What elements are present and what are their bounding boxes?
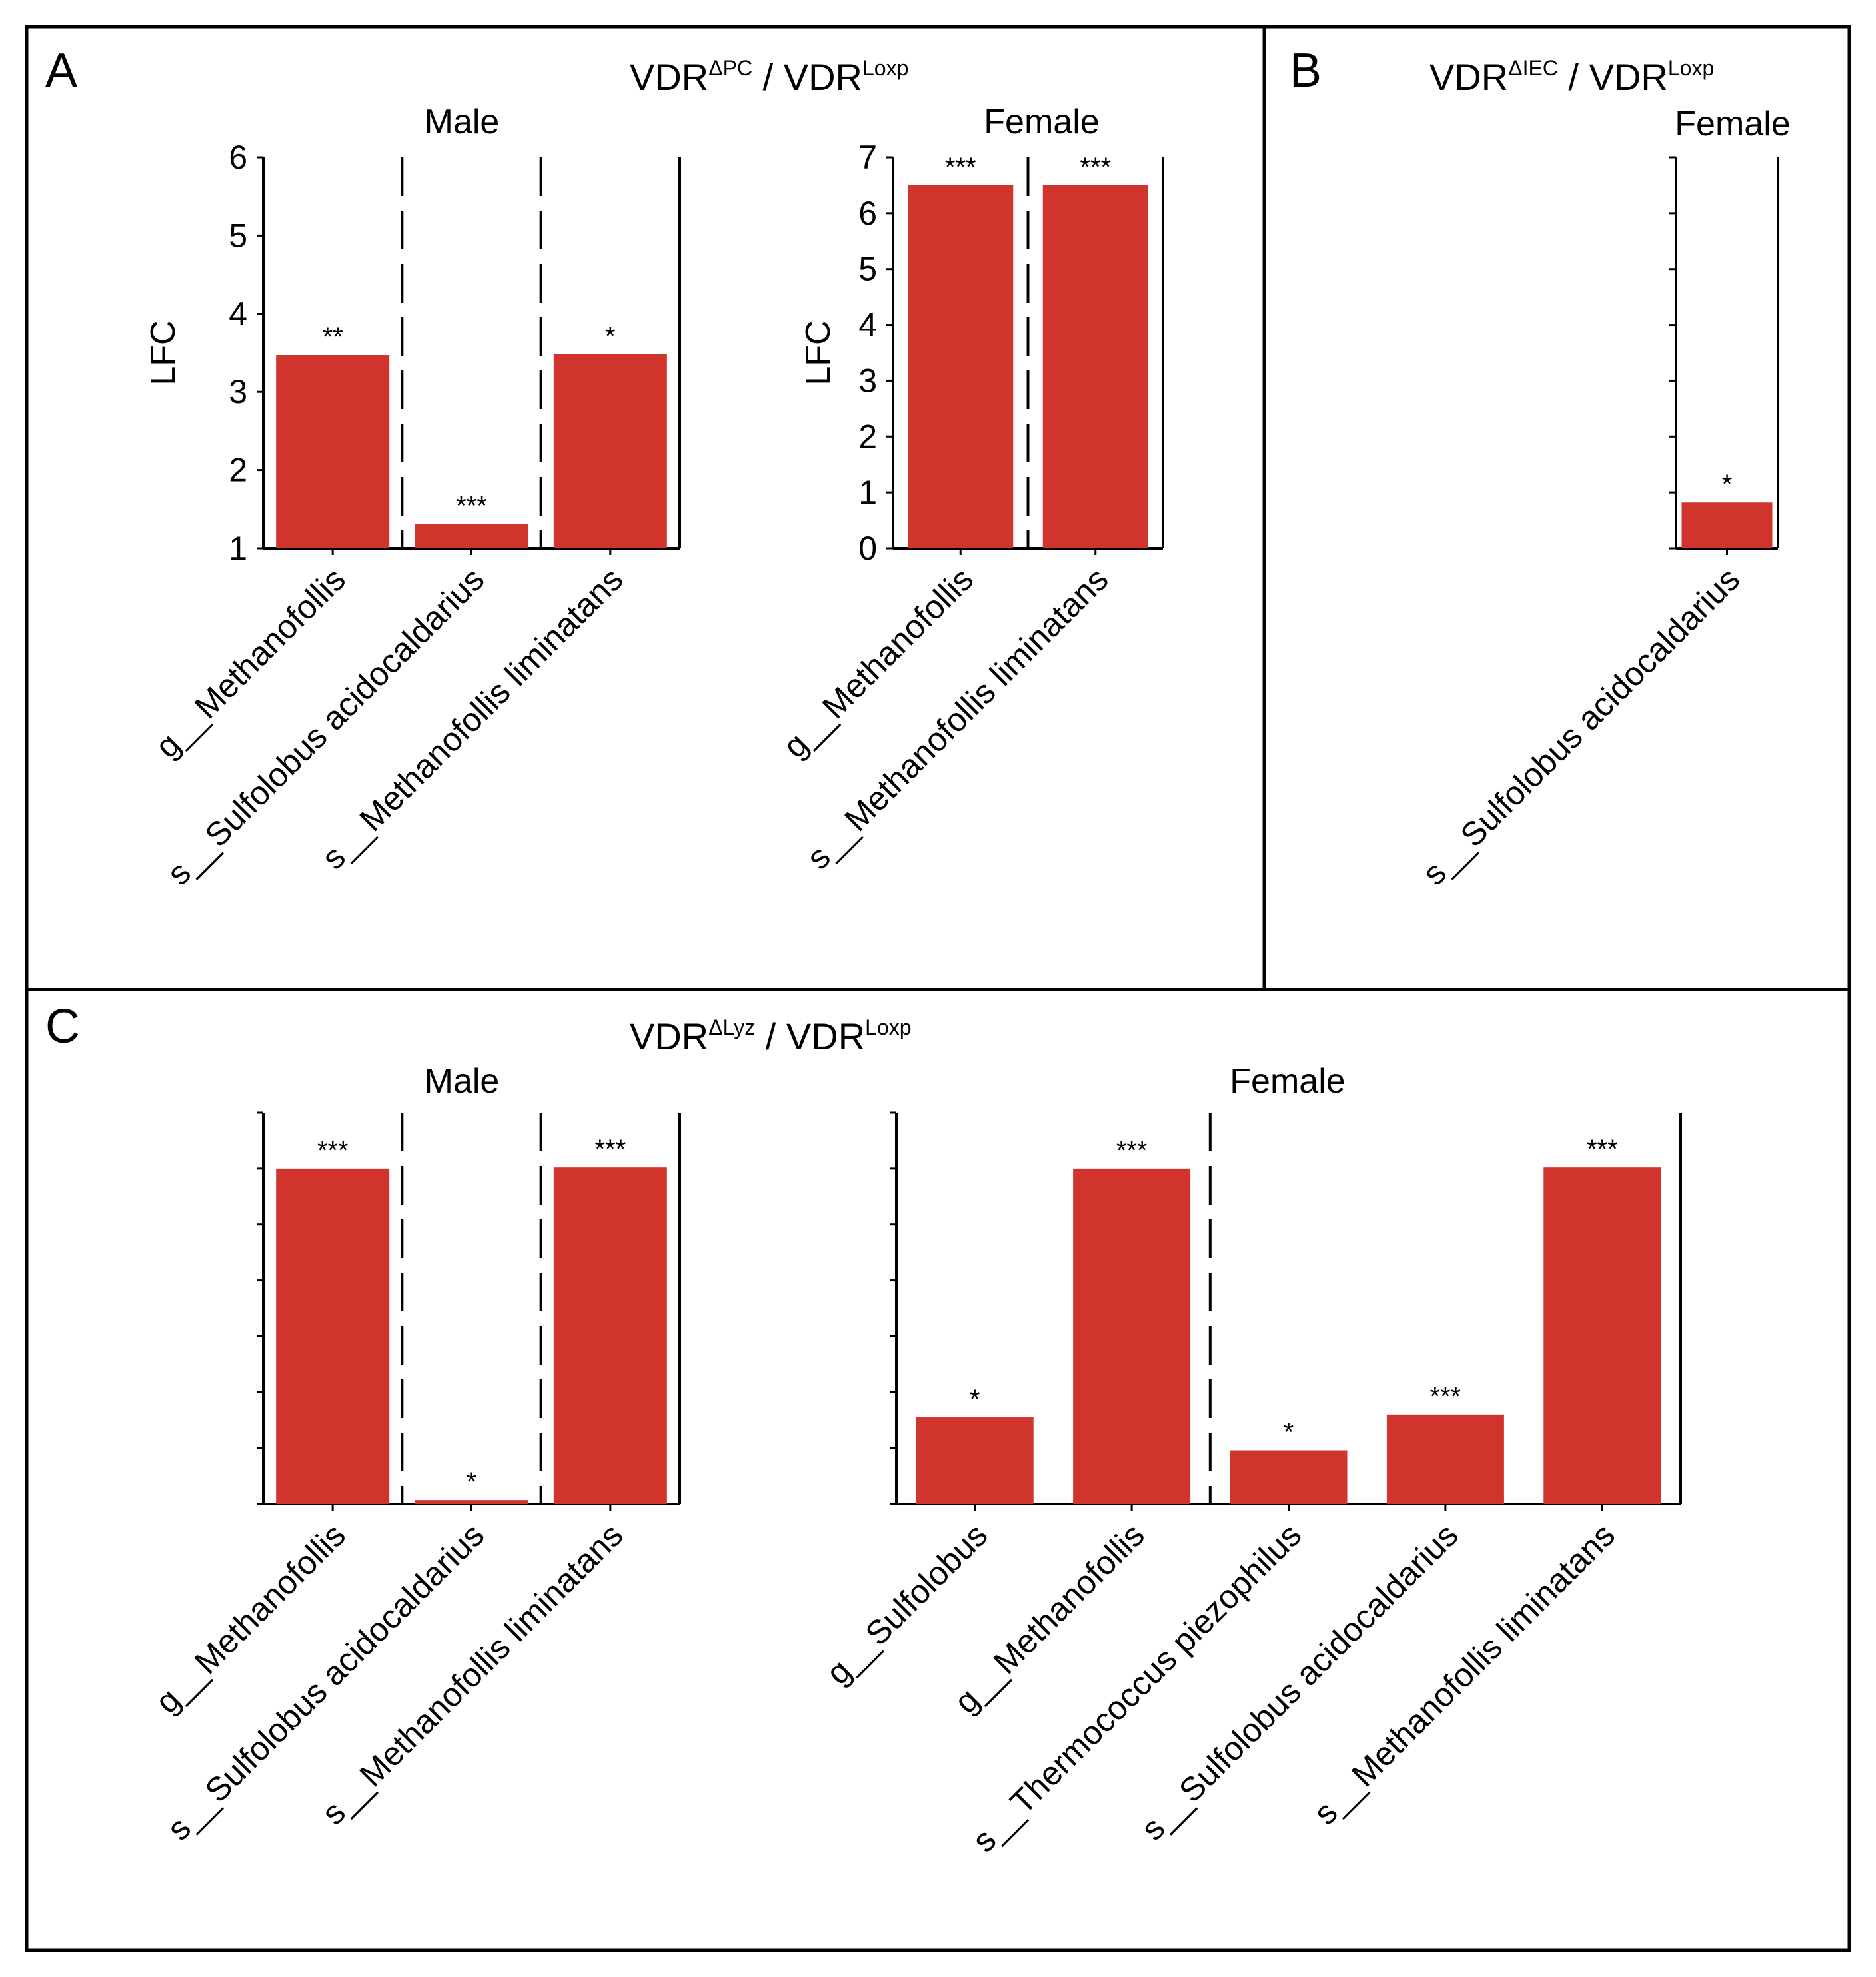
- panel-a-letter: A: [45, 44, 77, 97]
- panel-a-ko-sup: ΔPC: [708, 56, 752, 80]
- panel-a-sep: /: [752, 56, 784, 98]
- panel-b-ref-sup: Loxp: [1668, 56, 1714, 80]
- chart-c-male: Male***g__Methanofollis*s__Sulfolobus ac…: [148, 1062, 681, 1848]
- c-female-category-label: s__Sulfolobus acidocaldarius: [1134, 1516, 1465, 1848]
- c-male-category-label: s__Methanofollis liminatans: [315, 1516, 630, 1832]
- c-female-category-label: g__Sulfolobus: [819, 1516, 995, 1692]
- b-female-bar: [1681, 502, 1773, 548]
- c-female-category-label: s__Methanofollis liminatans: [1306, 1516, 1622, 1832]
- panel-c-ko-sup: ΔLyz: [708, 1015, 755, 1039]
- a-female-significance-label: ***: [945, 153, 976, 182]
- c-female-significance-label: *: [1284, 1417, 1294, 1447]
- a-female-y-tick-label: 2: [858, 418, 877, 455]
- a-female-title: Female: [984, 103, 1099, 141]
- c-male-bar: [553, 1167, 667, 1504]
- a-male-bar: [553, 354, 667, 548]
- b-female-category-label: s__Sulfolobus acidocaldarius: [1415, 560, 1747, 892]
- a-male-title: Male: [425, 103, 500, 141]
- chart-a-female: Female01234567LFC***g__Methanofollis***s…: [776, 103, 1164, 876]
- c-female-bar: [1230, 1450, 1348, 1504]
- panel-c-sep: /: [755, 1015, 786, 1057]
- a-male-y-tick-label: 4: [229, 295, 247, 332]
- c-male-significance-label: *: [467, 1467, 477, 1497]
- c-female-significance-label: *: [970, 1385, 980, 1414]
- c-female-bar: [1073, 1168, 1191, 1504]
- panel-c-header: VDRΔLyz / VDRLoxp: [630, 1015, 912, 1057]
- c-male-bar: [415, 1500, 528, 1504]
- a-female-y-tick-label: 0: [858, 530, 877, 567]
- a-female-bar: [908, 185, 1014, 548]
- a-male-y-tick-label: 6: [229, 139, 247, 176]
- panel-b-letter: B: [1290, 44, 1322, 97]
- a-male-y-tick-label: 1: [229, 530, 247, 567]
- a-male-significance-label: **: [323, 323, 343, 352]
- a-male-significance-label: *: [605, 322, 616, 351]
- a-female-y-tick-label: 4: [858, 307, 877, 344]
- c-male-bar: [276, 1168, 390, 1504]
- a-male-bar: [415, 524, 528, 548]
- b-female-significance-label: *: [1722, 470, 1733, 499]
- c-female-bar: [1386, 1414, 1504, 1504]
- panel-c-ko: VDR: [630, 1015, 708, 1057]
- chart-b-female: Female * s__Sulfolobus acidocaldarius: [1415, 105, 1791, 892]
- c-female-bar: [916, 1417, 1034, 1504]
- panel-b-ko-sup: ΔIEC: [1508, 56, 1558, 80]
- a-male-y-tick-label: 2: [229, 452, 247, 489]
- c-female-bar: [1543, 1167, 1661, 1504]
- panel-c-frame: [25, 988, 1851, 1952]
- panel-b-ko: VDR: [1429, 56, 1508, 98]
- panel-c-ref-sup: Loxp: [865, 1015, 911, 1039]
- c-male-significance-label: ***: [317, 1136, 349, 1165]
- a-male-bar: [276, 355, 390, 548]
- panel-a-header: VDRΔPC / VDRLoxp: [630, 56, 908, 98]
- a-female-y-tick-label: 5: [858, 251, 877, 288]
- c-female-significance-label: ***: [1587, 1135, 1618, 1164]
- a-female-y-tick-label: 3: [858, 362, 877, 399]
- a-male-significance-label: ***: [456, 492, 487, 521]
- c-female-category-label: s__Thermococcus piezophilus: [965, 1516, 1308, 1859]
- a-male-category-label: s__Methanofollis liminatans: [315, 560, 630, 876]
- panel-a-ref-sup: Loxp: [862, 56, 908, 80]
- chart-c-female: Female*g__Sulfolobus***g__Methanofollis*…: [819, 1062, 1682, 1859]
- a-male-y-label: LFC: [144, 320, 183, 385]
- panel-b-sep: /: [1558, 56, 1589, 98]
- b-female-title: Female: [1675, 105, 1790, 143]
- a-female-y-tick-label: 6: [858, 195, 877, 232]
- c-male-title: Male: [425, 1062, 500, 1101]
- c-male-significance-label: ***: [594, 1135, 626, 1164]
- a-female-y-label: LFC: [799, 320, 838, 385]
- c-female-significance-label: ***: [1430, 1382, 1461, 1411]
- c-female-title: Female: [1230, 1062, 1345, 1101]
- a-female-bar: [1042, 185, 1148, 548]
- panel-c-letter: C: [45, 1000, 80, 1053]
- a-male-y-tick-label: 3: [229, 373, 247, 410]
- a-female-y-tick-label: 1: [858, 474, 877, 511]
- a-female-y-tick-label: 7: [858, 139, 877, 176]
- panel-a-ko: VDR: [630, 56, 708, 98]
- a-male-y-tick-label: 5: [229, 217, 247, 254]
- a-female-significance-label: ***: [1080, 153, 1111, 182]
- panel-a-ref: VDR: [784, 56, 862, 98]
- panel-b-header: VDRΔIEC / VDRLoxp: [1429, 56, 1714, 98]
- c-female-significance-label: ***: [1116, 1136, 1148, 1165]
- panel-b-ref: VDR: [1589, 56, 1668, 98]
- panel-c-ref: VDR: [786, 1015, 865, 1057]
